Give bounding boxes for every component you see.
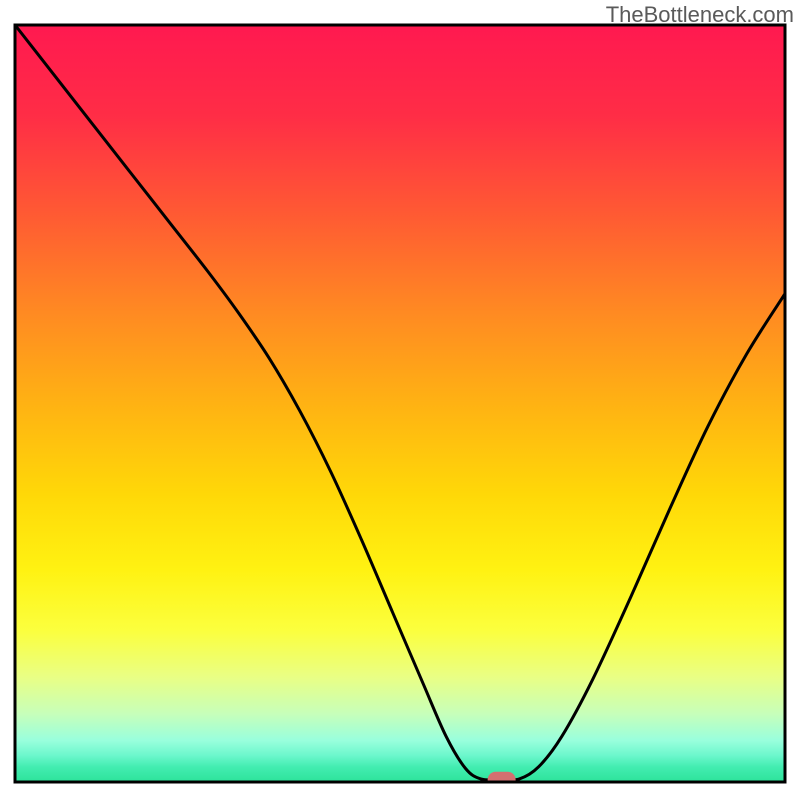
plot-background — [15, 25, 785, 782]
optimal-marker — [488, 772, 516, 788]
watermark-label: TheBottleneck.com — [606, 2, 794, 28]
bottleneck-chart — [0, 0, 800, 800]
chart-container: TheBottleneck.com — [0, 0, 800, 800]
